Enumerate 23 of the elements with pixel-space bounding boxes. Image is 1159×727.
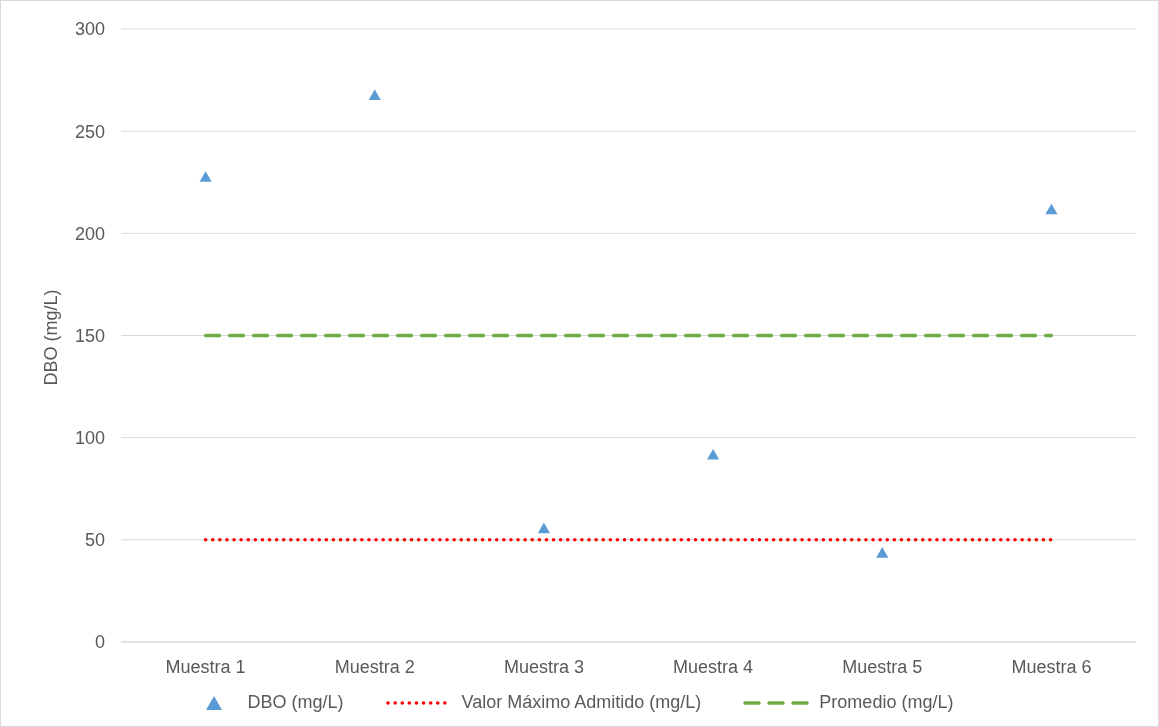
- x-tick-label: Muestra 1: [165, 656, 246, 677]
- y-tick-label: 100: [74, 428, 105, 449]
- point: [368, 89, 381, 100]
- y-tick-label: 200: [74, 223, 105, 244]
- legend-label: Promedio (mg/L): [819, 692, 954, 713]
- x-tick-label: Muestra 6: [1011, 656, 1092, 677]
- point: [199, 171, 212, 182]
- y-tick-label: 50: [84, 530, 105, 551]
- point: [876, 547, 889, 558]
- point: [707, 449, 720, 460]
- legend-label: DBO (mg/L): [247, 692, 344, 713]
- point: [537, 522, 550, 534]
- y-tick-label: 250: [74, 121, 105, 142]
- x-tick-label: Muestra 2: [334, 656, 415, 677]
- x-tick-label: Muestra 3: [503, 656, 584, 677]
- y-axis-title: DBO (mg/L): [41, 289, 62, 386]
- legend-label: Valor Máximo Admitido (mg/L): [461, 692, 702, 713]
- y-tick-label: 0: [94, 632, 105, 653]
- point: [1045, 203, 1058, 215]
- x-tick-label: Muestra 4: [673, 656, 754, 677]
- x-tick-label: Muestra 5: [842, 656, 923, 677]
- y-tick-label: 150: [74, 325, 105, 346]
- y-tick-label: 300: [74, 19, 105, 40]
